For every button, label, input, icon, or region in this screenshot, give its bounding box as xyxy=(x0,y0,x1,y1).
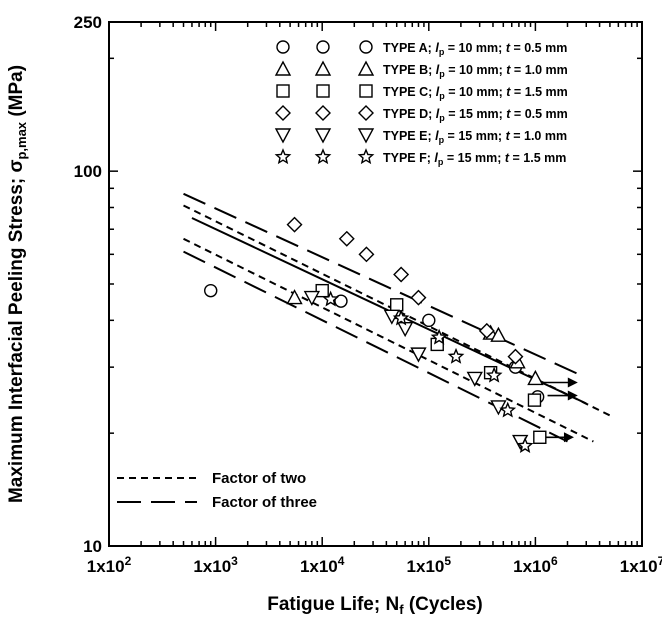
legend-marker-triangle-up xyxy=(357,60,375,76)
x-tick-label: 1x107 xyxy=(620,554,662,576)
legend-marker-square xyxy=(316,84,330,98)
y-axis-title: Maximum Interfacial Peeling Stress; σp,m… xyxy=(6,65,29,503)
x-tick-label: 1x106 xyxy=(513,554,558,576)
circle-point xyxy=(334,294,348,308)
x-tick-label: 1x104 xyxy=(300,554,345,576)
x-axis-title: Fatigue Life; Nf (Cycles) xyxy=(267,594,483,617)
legend-label: TYPE A; lp = 10 mm; t = 0.5 mm xyxy=(383,41,567,57)
plot-frame xyxy=(108,21,643,547)
triangle-up-point xyxy=(490,326,507,342)
tick-labels: 1x102 1x103 1x104 1x105 1x106 1x107 10 100 250 xyxy=(74,13,662,576)
legend-marker-square xyxy=(359,84,373,98)
legend-marker-triangle-down xyxy=(357,128,375,144)
triangle-down-point xyxy=(410,347,427,363)
star-point xyxy=(392,309,410,326)
square-point xyxy=(315,283,329,298)
legend-marker-triangle-down xyxy=(314,128,332,144)
legend-label: TYPE B; lp = 10 mm; t = 1.0 mm xyxy=(383,63,568,79)
series-legend: TYPE A; lp = 10 mm; t = 0.5 mm TYPE B; lp… xyxy=(274,40,568,167)
diamond-point xyxy=(393,266,410,283)
legend-marker-diamond xyxy=(358,105,374,121)
band-legend-label: Factor of three xyxy=(212,494,317,511)
y-tick-label: 10 xyxy=(83,537,102,556)
star-point xyxy=(430,328,448,345)
factor-of-three-line xyxy=(183,192,582,377)
y-tick-label: 250 xyxy=(74,13,102,32)
circle-point xyxy=(422,313,436,328)
legend-marker-circle xyxy=(359,40,373,54)
star-point xyxy=(485,366,503,383)
x-tick-label: 1x105 xyxy=(407,554,452,576)
legend-marker-circle xyxy=(276,40,290,54)
band-legend: Factor of two Factor of three xyxy=(117,470,317,511)
x-tick-label: 1x103 xyxy=(193,554,238,576)
band-legend-label: Factor of two xyxy=(212,470,306,487)
legend-label: TYPE C; lp = 10 mm; t = 1.5 mm xyxy=(383,85,568,101)
runout-arrowhead xyxy=(567,377,578,388)
legend-marker-diamond xyxy=(275,105,291,121)
runout-arrowhead xyxy=(567,390,578,401)
star-point xyxy=(322,290,340,307)
legend-marker-star xyxy=(314,148,332,165)
legend-marker-diamond xyxy=(315,105,331,121)
legend-marker-triangle-down xyxy=(274,128,292,144)
axis-ticks xyxy=(108,22,642,547)
legend-label: TYPE E; lp = 15 mm; t = 1.0 mm xyxy=(383,129,567,145)
legend-marker-star xyxy=(357,148,375,165)
diamond-point xyxy=(286,216,303,233)
diamond-point xyxy=(507,348,524,365)
diamond-point xyxy=(358,246,375,263)
legend-label: TYPE D; lp = 15 mm; t = 0.5 mm xyxy=(383,107,568,123)
y-tick-label: 100 xyxy=(74,162,102,181)
star-point xyxy=(447,347,465,364)
triangle-up-point xyxy=(286,289,303,305)
legend-label: TYPE F; lp = 15 mm; t = 1.5 mm xyxy=(383,151,566,167)
square-point xyxy=(527,393,542,407)
x-tick-label: 1x102 xyxy=(87,554,132,576)
triangle-down-point xyxy=(490,400,507,416)
factor-of-two-line xyxy=(183,237,594,443)
diamond-point xyxy=(410,289,427,306)
star-point xyxy=(499,401,517,418)
runout-arrowhead xyxy=(563,432,574,443)
triangle-down-point xyxy=(303,290,321,307)
data-points xyxy=(204,216,547,453)
legend-marker-circle xyxy=(316,40,330,54)
legend-marker-square xyxy=(276,84,290,98)
legend-marker-star xyxy=(274,148,292,165)
square-point xyxy=(390,298,404,312)
circle-point xyxy=(204,283,218,298)
diamond-point xyxy=(478,322,495,339)
star-point xyxy=(516,437,534,453)
square-point xyxy=(533,430,547,444)
triangle-up-point xyxy=(527,369,544,386)
triangle-down-point xyxy=(466,371,483,387)
legend-marker-triangle-up xyxy=(314,60,332,76)
legend-marker-triangle-up xyxy=(274,60,292,76)
diamond-point xyxy=(338,230,355,247)
